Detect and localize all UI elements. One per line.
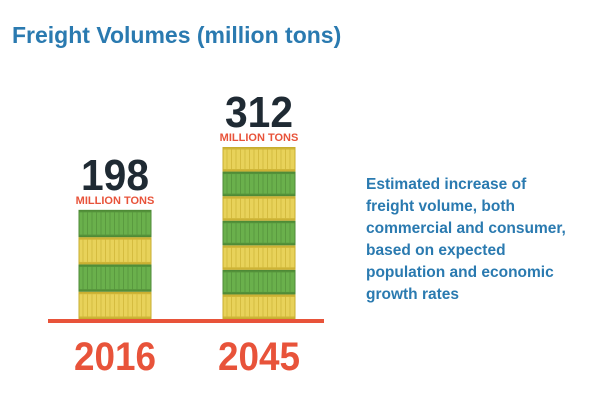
chart-title: Freight Volumes (million tons) bbox=[12, 22, 342, 48]
container-green bbox=[78, 264, 152, 292]
bars-group bbox=[78, 147, 296, 320]
bar bbox=[222, 147, 296, 319]
description: Estimated increase of freight volume, bo… bbox=[366, 174, 580, 306]
container-green bbox=[78, 209, 152, 238]
bar bbox=[78, 209, 152, 320]
description-line: based on expected bbox=[366, 242, 506, 259]
description-line: population and economic bbox=[366, 264, 554, 281]
category-label: 2045 bbox=[218, 335, 300, 379]
container-yellow bbox=[222, 147, 296, 172]
unit-label: MILLION TONS bbox=[220, 132, 299, 144]
container-yellow bbox=[222, 245, 296, 270]
container-yellow bbox=[222, 196, 296, 221]
value-label: 312 bbox=[225, 88, 293, 137]
unit-label: MILLION TONS bbox=[76, 195, 155, 207]
container-yellow bbox=[78, 291, 152, 320]
container-green bbox=[222, 171, 296, 197]
description-line: commercial and consumer, bbox=[366, 220, 566, 237]
container-green bbox=[222, 220, 296, 246]
baseline bbox=[48, 319, 324, 323]
description-line: Estimated increase of bbox=[366, 176, 527, 193]
container-yellow bbox=[78, 237, 152, 265]
value-label: 198 bbox=[81, 151, 149, 200]
category-label: 2016 bbox=[74, 335, 156, 379]
description-line: growth rates bbox=[366, 286, 460, 303]
container-green bbox=[222, 269, 296, 295]
description-line: freight volume, both bbox=[366, 198, 515, 215]
container-yellow bbox=[222, 294, 296, 319]
